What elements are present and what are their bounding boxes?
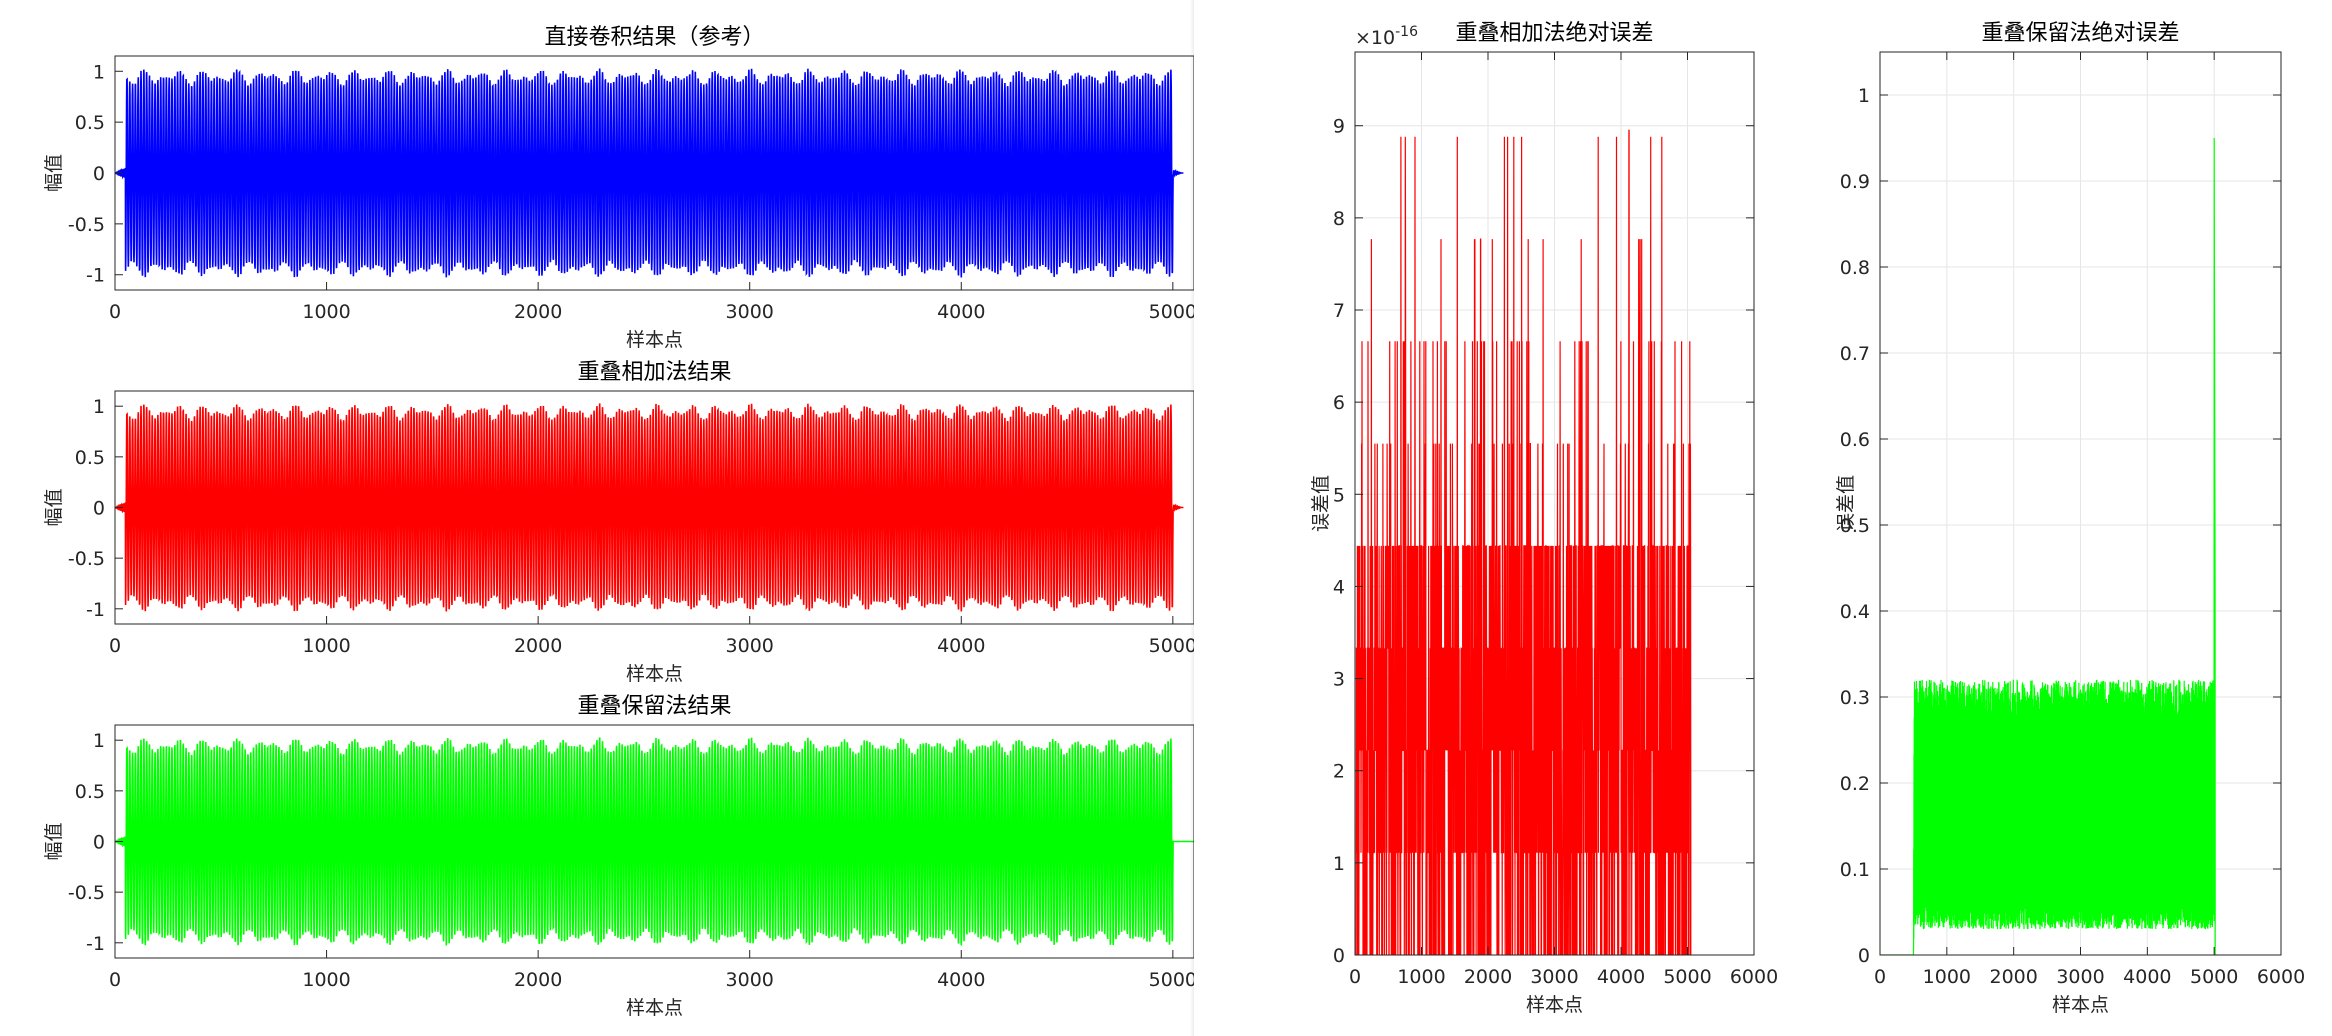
y-tick-label: 9 [1333, 116, 1345, 138]
chart-5: 0 1000 2000 3000 4000 5000 6000 0 0.1 0.2 0.3 0.4 0.… [1835, 21, 2305, 1016]
y-tick-label: 0.5 [1840, 515, 1870, 537]
chart-1: 0 1000 2000 3000 4000 5000 -1 -0.5 0 0.5 1 直接卷积结果（参… [43, 25, 1194, 351]
x-tick-label: 2000 [514, 969, 562, 991]
data-series-line [1355, 129, 1692, 955]
y-tick-label: 1 [93, 61, 105, 83]
left-figure-canvas: 0 1000 2000 3000 4000 5000-1-0.500.51直接卷积结果（参… [43, 25, 1194, 1019]
y-tick-label: 0.2 [1840, 773, 1870, 795]
data-series-line [115, 403, 1184, 612]
chart-2: 0 1000 2000 3000 4000 5000 -1 -0.5 0 0.5 1 重叠相加法结果样… [43, 360, 1194, 685]
y-tick-label: 0.5 [75, 447, 105, 469]
x-tick-label: 1000 [302, 635, 350, 657]
x-tick-label: 4000 [1597, 966, 1645, 988]
x-axis-label: 样本点 [1526, 994, 1583, 1016]
x-tick-label: 0 [1349, 966, 1361, 988]
right-figure-canvas: 0 1000 2000 3000 4000 5000 6000 0 1 2 3 4 5 6 7 8 9 重叠相加法… [1310, 21, 2305, 1016]
x-tick-label: 1000 [1923, 966, 1971, 988]
y-tick-label: 0.8 [1840, 257, 1870, 279]
x-tick-label: 4000 [2123, 966, 2171, 988]
figure-window-right: 0 1000 2000 3000 4000 5000 6000 0 1 2 3 4 5 6 7 8 9 重叠相加法… [1194, 0, 2332, 1036]
y-tick-label: -0.5 [68, 882, 105, 904]
x-tick-label: 4000 [937, 635, 985, 657]
chart-title: 重叠保留法绝对误差 [1981, 21, 2179, 46]
y-tick-label: 4 [1333, 576, 1345, 598]
y-tick-label: -0.5 [68, 548, 105, 570]
x-tick-label: 2000 [1989, 966, 2037, 988]
data-series-line [1880, 137, 2218, 955]
y-tick-label: 8 [1333, 208, 1345, 230]
x-tick-label: 5000 [2190, 966, 2238, 988]
x-tick-label: 2000 [514, 635, 562, 657]
y-tick-label: 0.3 [1840, 687, 1870, 709]
y-tick-label: 1 [1858, 85, 1870, 107]
y-tick-label: 0.7 [1840, 343, 1870, 365]
y-tick-label: 0.6 [1840, 429, 1870, 451]
x-tick-label: 0 [109, 635, 121, 657]
y-axis-label: 误差值 [1310, 475, 1332, 532]
x-tick-label: 0 [109, 969, 121, 991]
y-axis-label: 幅值 [43, 822, 65, 860]
y-tick-label: 1 [93, 730, 105, 752]
x-tick-label: 5000 [1663, 966, 1711, 988]
y-tick-label: 0 [93, 832, 105, 854]
x-tick-label: 3000 [726, 301, 774, 323]
x-tick-label: 3000 [726, 635, 774, 657]
y-tick-label: -1 [86, 265, 105, 287]
x-tick-label: 0 [1874, 966, 1886, 988]
y-axis-label: 幅值 [43, 154, 65, 192]
x-tick-label: 3000 [1530, 966, 1578, 988]
y-tick-label: -0.5 [68, 214, 105, 236]
y-axis-label: 误差值 [1835, 475, 1857, 532]
data-series-line [115, 737, 1194, 946]
y-axis-label: 幅值 [43, 488, 65, 526]
chart-title: 重叠相加法结果 [577, 360, 731, 385]
chart-title: 直接卷积结果（参考） [544, 25, 764, 50]
x-tick-label: 1000 [1397, 966, 1445, 988]
y-tick-label: 1 [1333, 853, 1345, 875]
axis-exponent-label: ×10-16 [1355, 24, 1418, 49]
chart-3: 0 1000 2000 3000 4000 5000 -1 -0.5 0 0.5 1 重叠保留法结果样… [43, 694, 1194, 1019]
x-axis-label: 样本点 [2052, 994, 2109, 1016]
x-axis-label: 样本点 [626, 663, 683, 685]
x-tick-label: 6000 [2257, 966, 2305, 988]
x-tick-label: 3000 [2056, 966, 2104, 988]
x-axis-label: 样本点 [626, 997, 683, 1019]
y-tick-label: 0.5 [75, 781, 105, 803]
x-tick-label: 1000 [302, 969, 350, 991]
figure-window-left: 0 1000 2000 3000 4000 5000 -1 -0.5 0 0.5 1 直接卷积结果（参… [43, 25, 1194, 1019]
x-axis-label: 样本点 [626, 329, 683, 351]
x-tick-label: 2000 [1464, 966, 1512, 988]
x-tick-label: 4000 [937, 301, 985, 323]
y-tick-label: 3 [1333, 669, 1345, 691]
x-tick-label: 0 [109, 301, 121, 323]
x-tick-label: 5000 [1149, 301, 1194, 323]
y-tick-label: 1 [93, 396, 105, 418]
x-tick-label: 5000 [1149, 635, 1194, 657]
y-tick-label: 0.4 [1840, 601, 1870, 623]
y-tick-label: 0.9 [1840, 171, 1870, 193]
y-tick-label: 2 [1333, 761, 1345, 783]
y-tick-label: 0.5 [75, 112, 105, 134]
y-tick-label: 5 [1333, 484, 1345, 506]
x-tick-label: 1000 [302, 301, 350, 323]
y-tick-label: 0 [1333, 945, 1345, 967]
x-tick-label: 4000 [937, 969, 985, 991]
x-tick-label: 6000 [1730, 966, 1778, 988]
y-tick-label: 0 [93, 163, 105, 185]
chart-title: 重叠保留法结果 [577, 694, 731, 719]
y-tick-label: 0 [1858, 945, 1870, 967]
y-tick-label: 6 [1333, 392, 1345, 414]
x-tick-label: 2000 [514, 301, 562, 323]
y-tick-label: -1 [86, 599, 105, 621]
x-tick-label: 3000 [726, 969, 774, 991]
y-tick-label: 0.1 [1840, 859, 1870, 881]
y-tick-label: 7 [1333, 300, 1345, 322]
y-tick-label: 0 [93, 498, 105, 520]
x-tick-label: 5000 [1149, 969, 1194, 991]
y-tick-label: -1 [86, 933, 105, 955]
chart-title: 重叠相加法绝对误差 [1455, 21, 1653, 46]
chart-4: 0 1000 2000 3000 4000 5000 6000 0 1 2 3 4 5 6 7 8 9 重叠相加法… [1310, 21, 1778, 1016]
data-series-line [115, 68, 1184, 278]
